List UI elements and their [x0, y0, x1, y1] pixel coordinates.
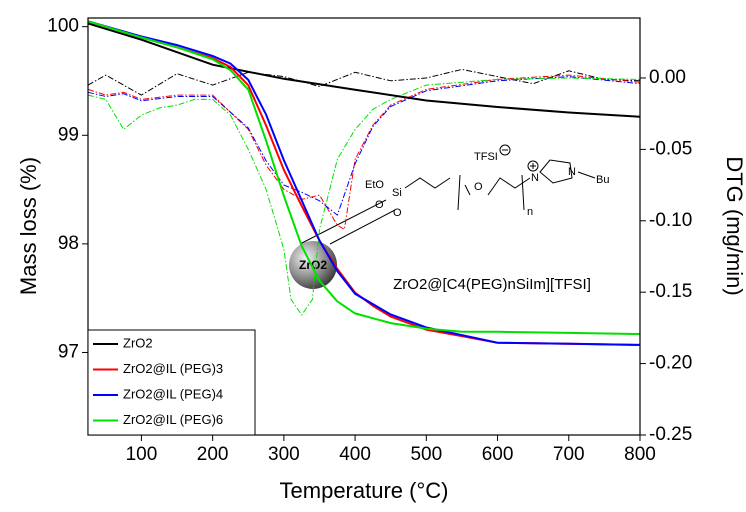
series-line — [87, 74, 641, 231]
plot-frame — [87, 17, 641, 436]
ticks — [82, 26, 646, 441]
x-axis-title: Temperature (°C) — [280, 478, 449, 503]
chem-label: N — [531, 172, 539, 184]
y-tick-label: 98 — [58, 233, 79, 254]
bonds — [299, 159, 596, 245]
legend-box — [87, 329, 256, 436]
chem-label: EtO — [365, 179, 384, 191]
y-tick-label: 99 — [58, 124, 79, 145]
series-line — [87, 22, 641, 118]
particle — [289, 241, 337, 289]
core-label: ZrO2 — [299, 258, 327, 272]
y2-tick-label: -0.05 — [649, 138, 692, 159]
y2-tick-label: 0.00 — [649, 67, 686, 88]
y2-tick-label: -0.15 — [649, 281, 692, 302]
legend-label: ZrO2@IL (PEG)6 — [123, 412, 223, 427]
series-line — [87, 20, 641, 335]
y2-tick-label: -0.10 — [649, 210, 692, 231]
x-tick-label: 600 — [482, 444, 514, 465]
y2-axis-title: DTG (mg/min) — [722, 156, 746, 295]
x-tick-label: 400 — [339, 444, 371, 465]
y2-tick-label: -0.20 — [649, 353, 692, 374]
x-tick-label: 100 — [126, 444, 158, 465]
y-tick-label: 100 — [47, 16, 79, 37]
y-tick-label: 97 — [58, 341, 79, 362]
series-line — [87, 76, 641, 216]
series-line — [87, 77, 641, 316]
chem-label: O — [375, 199, 384, 211]
lines — [87, 20, 641, 346]
chem-label: TFSI — [474, 151, 498, 163]
series-line — [87, 20, 641, 346]
structure-drawing — [289, 144, 596, 289]
chem-label: O — [393, 207, 402, 219]
x-tick-label: 500 — [410, 444, 442, 465]
charge-minus — [499, 144, 511, 156]
legend-label: ZrO2@IL (PEG)3 — [123, 361, 223, 376]
y2-tick-label: -0.25 — [649, 424, 692, 445]
legend-label: ZrO2 — [123, 335, 153, 350]
x-tick-label: 700 — [553, 444, 585, 465]
plus — [530, 163, 536, 169]
chem-label: n — [527, 206, 533, 218]
charge-plus — [527, 160, 539, 172]
x-tick-label: 800 — [624, 444, 656, 465]
chem-label: Si — [392, 187, 402, 199]
x-tick-label: 200 — [197, 444, 229, 465]
series-line — [87, 20, 641, 346]
legend-label: ZrO2@IL (PEG)4 — [123, 386, 223, 401]
chem-label: O — [474, 181, 483, 193]
series-line — [87, 68, 641, 96]
chem-label: N — [568, 166, 576, 178]
x-tick-label: 300 — [268, 444, 300, 465]
caption: ZrO2@[C4(PEG)nSiIm][TFSI] — [393, 276, 591, 293]
chem-label: Bu — [596, 174, 609, 186]
y-axis-title: Mass loss (%) — [16, 157, 41, 295]
